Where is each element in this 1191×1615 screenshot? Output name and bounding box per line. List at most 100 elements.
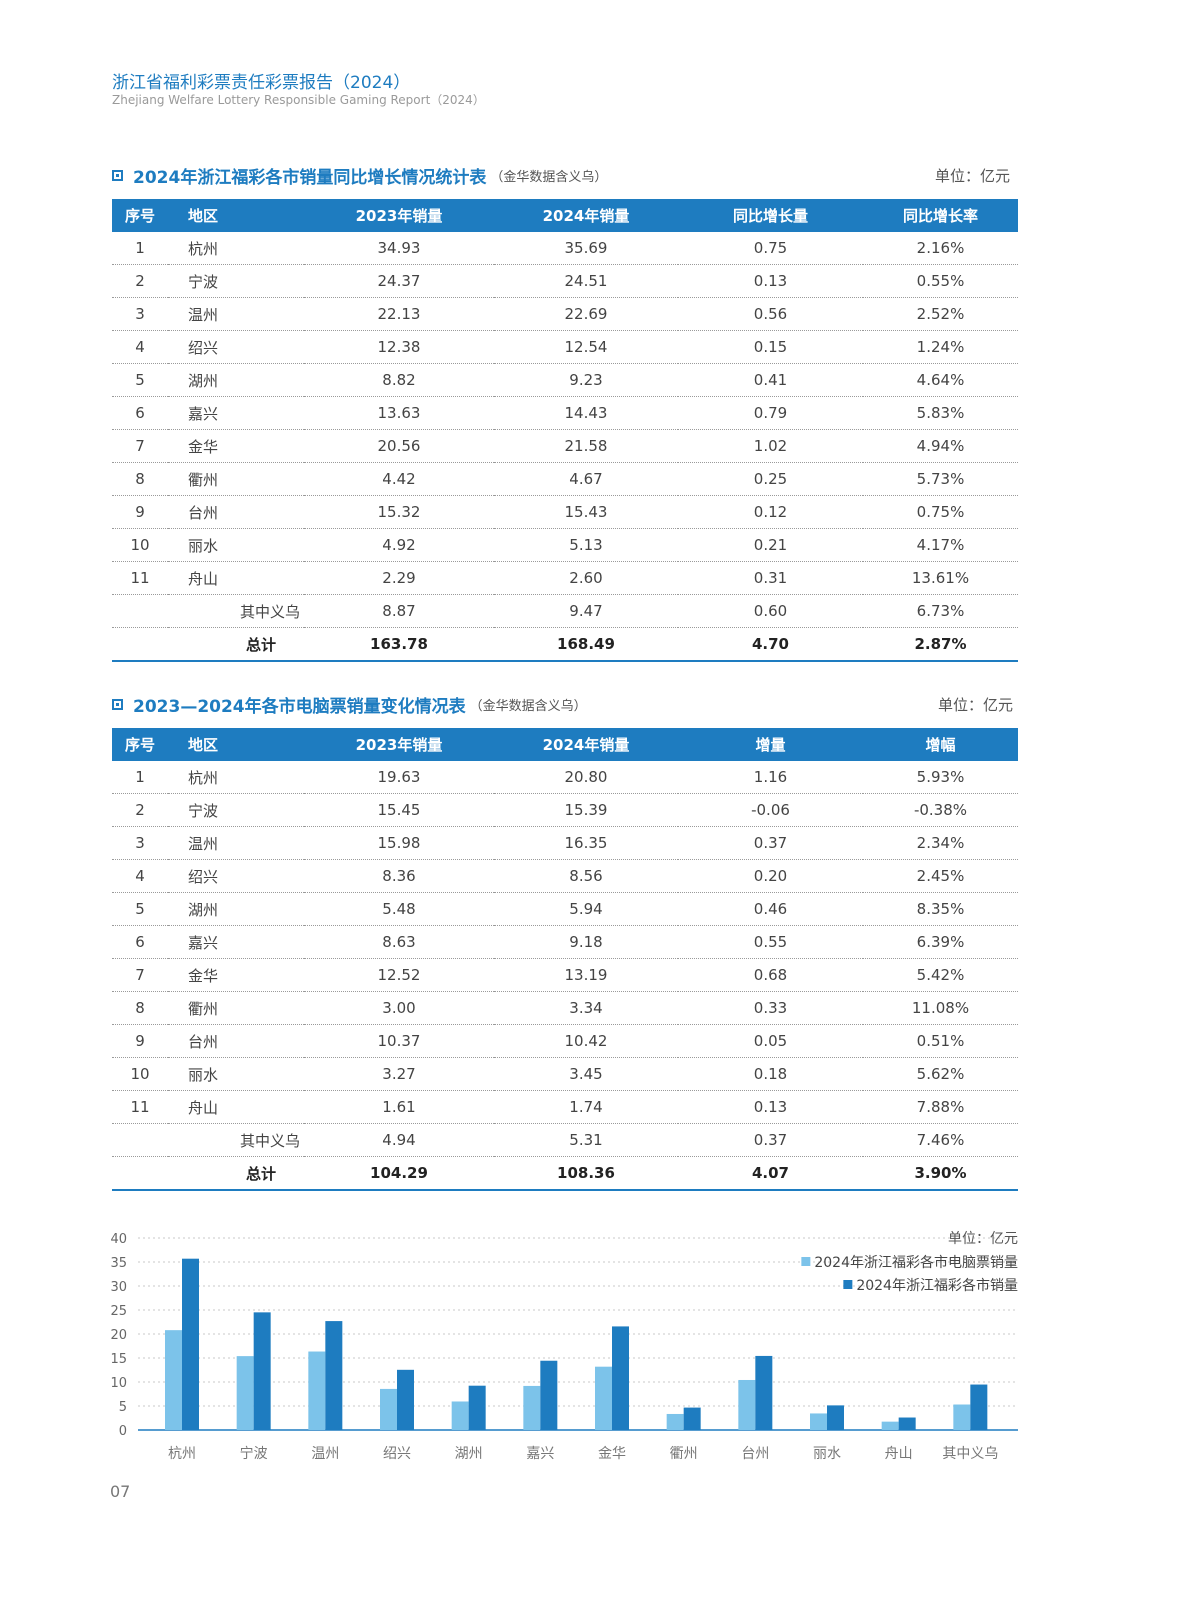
table-row: 10 丽水 4.92 5.13 0.21 4.17% bbox=[112, 528, 1018, 562]
table-cell: 0.60 bbox=[678, 594, 863, 628]
table-row: 4 绍兴 12.38 12.54 0.15 1.24% bbox=[112, 330, 1018, 364]
table-cell: 9.23 bbox=[494, 363, 678, 397]
table-cell: 绍兴 bbox=[168, 330, 304, 364]
bar-total-sales bbox=[755, 1355, 773, 1430]
table-cell: 0.05 bbox=[678, 1024, 863, 1058]
table-row: 7 金华 20.56 21.58 1.02 4.94% bbox=[112, 429, 1018, 463]
table-cell: 11.08% bbox=[863, 991, 1018, 1025]
legend-swatch bbox=[843, 1280, 853, 1289]
table-row: 11 舟山 2.29 2.60 0.31 13.61% bbox=[112, 561, 1018, 595]
table-row: 3 温州 15.98 16.35 0.37 2.34% bbox=[112, 826, 1018, 860]
table-cell: 19.63 bbox=[304, 761, 494, 794]
table-cell: 15.45 bbox=[304, 793, 494, 827]
table-cell: 104.29 bbox=[304, 1156, 494, 1191]
page-number: 07 bbox=[110, 1482, 131, 1501]
table-cell: 0.55 bbox=[678, 925, 863, 959]
table-cell: 4.07 bbox=[678, 1156, 863, 1191]
bar-computer-ticket bbox=[451, 1401, 469, 1430]
table-cell: 绍兴 bbox=[168, 859, 304, 893]
table-cell: 1.61 bbox=[304, 1090, 494, 1124]
table-cell: 9.18 bbox=[494, 925, 678, 959]
table-cell: 舟山 bbox=[168, 561, 304, 595]
table-cell: 0.75% bbox=[863, 495, 1018, 529]
table-cell: 1.74 bbox=[494, 1090, 678, 1124]
table-cell: 22.13 bbox=[304, 297, 494, 331]
table-cell: 3.90% bbox=[863, 1156, 1018, 1191]
chart-unit: 单位：亿元 bbox=[948, 1231, 1018, 1247]
bar-computer-ticket bbox=[523, 1385, 541, 1430]
table-cell: 杭州 bbox=[168, 761, 304, 794]
table-row: 4 绍兴 8.36 8.56 0.20 2.45% bbox=[112, 859, 1018, 893]
table-cell: 2.52% bbox=[863, 297, 1018, 331]
y-tick-label: 0 bbox=[119, 1424, 127, 1439]
bar-computer-ticket bbox=[308, 1351, 326, 1430]
table-cell: 0.56 bbox=[678, 297, 863, 331]
column-header: 2023年销量 bbox=[304, 728, 494, 761]
table-cell: 丽水 bbox=[168, 1057, 304, 1091]
x-tick-label: 舟山 bbox=[885, 1446, 913, 1462]
table-cell: 5.13 bbox=[494, 528, 678, 562]
table-cell: 5.73% bbox=[863, 462, 1018, 496]
table-cell: -0.06 bbox=[678, 793, 863, 827]
table-cell: 0.13 bbox=[678, 1090, 863, 1124]
table-cell: 4 bbox=[112, 330, 168, 364]
table-cell: 24.37 bbox=[304, 264, 494, 298]
table-cell: 杭州 bbox=[168, 232, 304, 265]
table-cell: 5.48 bbox=[304, 892, 494, 926]
table-cell: 16.35 bbox=[494, 826, 678, 860]
table-cell: 4.17% bbox=[863, 528, 1018, 562]
table-cell: 5 bbox=[112, 892, 168, 926]
table-header-row: 序号 地区 2023年销量 2024年销量 增量 增幅 bbox=[112, 728, 1018, 761]
table-cell: 0.31 bbox=[678, 561, 863, 595]
table1: 序号 地区 2023年销量 2024年销量 同比增长量 同比增长率 1 杭州 34.93 35.6… bbox=[112, 199, 1018, 662]
y-tick-label: 25 bbox=[110, 1304, 127, 1319]
x-tick-label: 温州 bbox=[311, 1446, 339, 1462]
table-cell: 2 bbox=[112, 264, 168, 298]
x-tick-label: 杭州 bbox=[168, 1446, 196, 1462]
table-cell: 22.69 bbox=[494, 297, 678, 331]
y-tick-label: 5 bbox=[119, 1400, 127, 1415]
table-cell: 20.56 bbox=[304, 429, 494, 463]
table-cell: 168.49 bbox=[494, 627, 678, 662]
bar-computer-ticket bbox=[236, 1356, 254, 1430]
table-cell: 6 bbox=[112, 396, 168, 430]
table-cell: 10.37 bbox=[304, 1024, 494, 1058]
total-row: 总计 163.78 168.49 4.70 2.87% bbox=[112, 627, 1018, 662]
report-title-cn: 浙江省福利彩票责任彩票报告（2024） bbox=[112, 73, 411, 93]
table-cell: 5 bbox=[112, 363, 168, 397]
square-bullet-icon bbox=[112, 170, 123, 181]
table-cell: 金华 bbox=[168, 429, 304, 463]
table-cell: 0.33 bbox=[678, 991, 863, 1025]
table-row: 1 杭州 34.93 35.69 0.75 2.16% bbox=[112, 232, 1018, 265]
table-cell: 34.93 bbox=[304, 232, 494, 265]
total-row: 总计 104.29 108.36 4.07 3.90% bbox=[112, 1156, 1018, 1191]
table-cell: 温州 bbox=[168, 297, 304, 331]
bar-computer-ticket bbox=[165, 1330, 182, 1430]
table-row: 9 台州 15.32 15.43 0.12 0.75% bbox=[112, 495, 1018, 529]
table-header-row: 序号 地区 2023年销量 2024年销量 同比增长量 同比增长率 bbox=[112, 199, 1018, 232]
table-cell: 21.58 bbox=[494, 429, 678, 463]
table-cell: 1 bbox=[112, 232, 168, 265]
table-cell: 7.88% bbox=[863, 1090, 1018, 1124]
table-cell: 10 bbox=[112, 1057, 168, 1091]
table-cell: 12.52 bbox=[304, 958, 494, 992]
table1-unit: 单位：亿元 bbox=[935, 167, 1011, 185]
table-row: 7 金华 12.52 13.19 0.68 5.42% bbox=[112, 958, 1018, 992]
bar-computer-ticket bbox=[380, 1388, 397, 1430]
table-cell: 1.16 bbox=[678, 761, 863, 794]
bar-total-sales bbox=[468, 1385, 486, 1430]
table-cell: 8.56 bbox=[494, 859, 678, 893]
table-cell: 163.78 bbox=[304, 627, 494, 662]
square-bullet-icon bbox=[112, 699, 123, 710]
table-cell: 15.43 bbox=[494, 495, 678, 529]
table-cell: 2.34% bbox=[863, 826, 1018, 860]
table-cell: 108.36 bbox=[494, 1156, 678, 1191]
table-cell: 4.67 bbox=[494, 462, 678, 496]
x-tick-label: 金华 bbox=[598, 1446, 626, 1462]
table2-unit: 单位：亿元 bbox=[938, 696, 1014, 714]
table-row: 11 舟山 1.61 1.74 0.13 7.88% bbox=[112, 1090, 1018, 1124]
table-cell: 0.21 bbox=[678, 528, 863, 562]
table-cell: 11 bbox=[112, 561, 168, 595]
table-cell: 12.38 bbox=[304, 330, 494, 364]
column-header: 2024年销量 bbox=[494, 199, 678, 232]
